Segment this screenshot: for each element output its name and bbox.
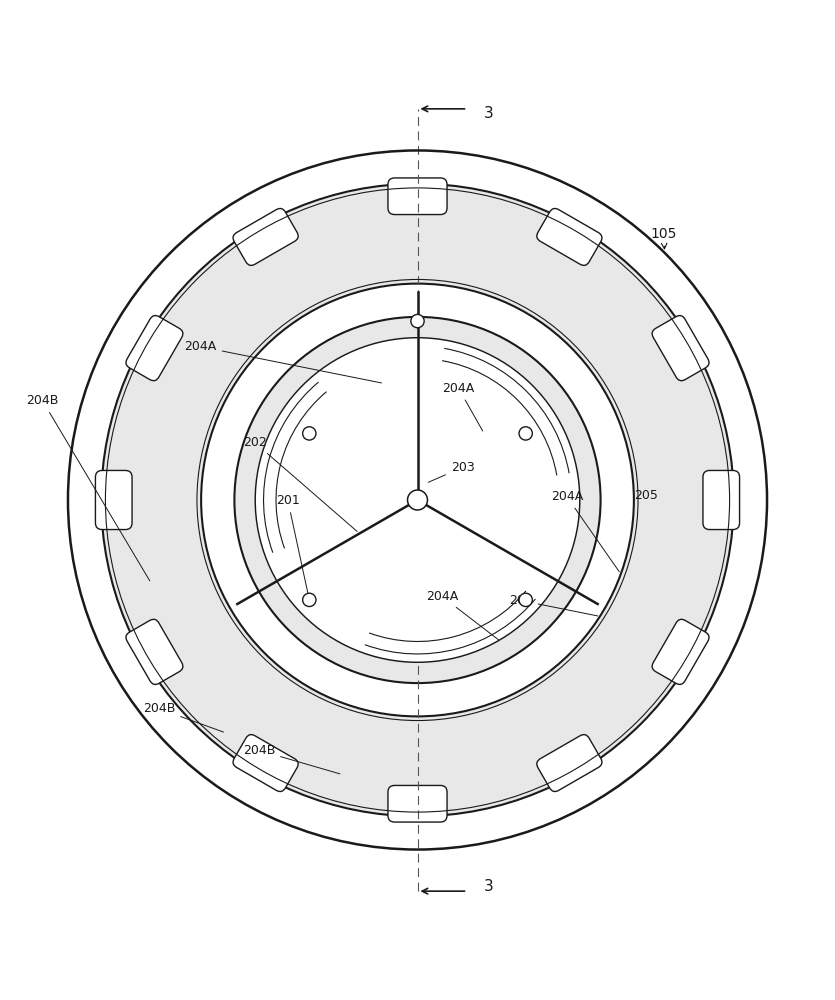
Circle shape: [302, 593, 316, 607]
Text: 204A: 204A: [550, 490, 620, 572]
Text: 204A: 204A: [443, 382, 483, 431]
Circle shape: [519, 427, 533, 440]
Text: 204B: 204B: [27, 394, 149, 581]
Text: 202: 202: [243, 436, 357, 531]
Text: 205: 205: [634, 489, 658, 502]
FancyBboxPatch shape: [95, 470, 132, 530]
Text: 204B: 204B: [243, 744, 340, 774]
Text: 203: 203: [428, 461, 474, 482]
FancyBboxPatch shape: [126, 315, 183, 381]
FancyBboxPatch shape: [537, 735, 602, 792]
Text: 204B: 204B: [143, 702, 224, 732]
Text: 3: 3: [484, 106, 493, 121]
Text: 204A: 204A: [185, 340, 382, 383]
FancyBboxPatch shape: [388, 785, 447, 822]
Circle shape: [411, 314, 424, 328]
Text: 204A: 204A: [426, 590, 498, 640]
Circle shape: [201, 284, 634, 716]
FancyBboxPatch shape: [126, 619, 183, 685]
FancyBboxPatch shape: [703, 470, 740, 530]
Circle shape: [235, 317, 600, 683]
Text: 206: 206: [509, 594, 598, 616]
FancyBboxPatch shape: [652, 315, 709, 381]
FancyBboxPatch shape: [537, 208, 602, 265]
Text: 3: 3: [484, 879, 493, 894]
Text: 105: 105: [650, 227, 677, 249]
FancyBboxPatch shape: [388, 178, 447, 215]
Circle shape: [519, 593, 533, 607]
Circle shape: [256, 338, 579, 662]
FancyBboxPatch shape: [233, 735, 298, 792]
Circle shape: [101, 184, 734, 816]
Circle shape: [407, 490, 428, 510]
Text: 201: 201: [276, 494, 309, 597]
Circle shape: [302, 427, 316, 440]
FancyBboxPatch shape: [233, 208, 298, 265]
FancyBboxPatch shape: [652, 619, 709, 685]
